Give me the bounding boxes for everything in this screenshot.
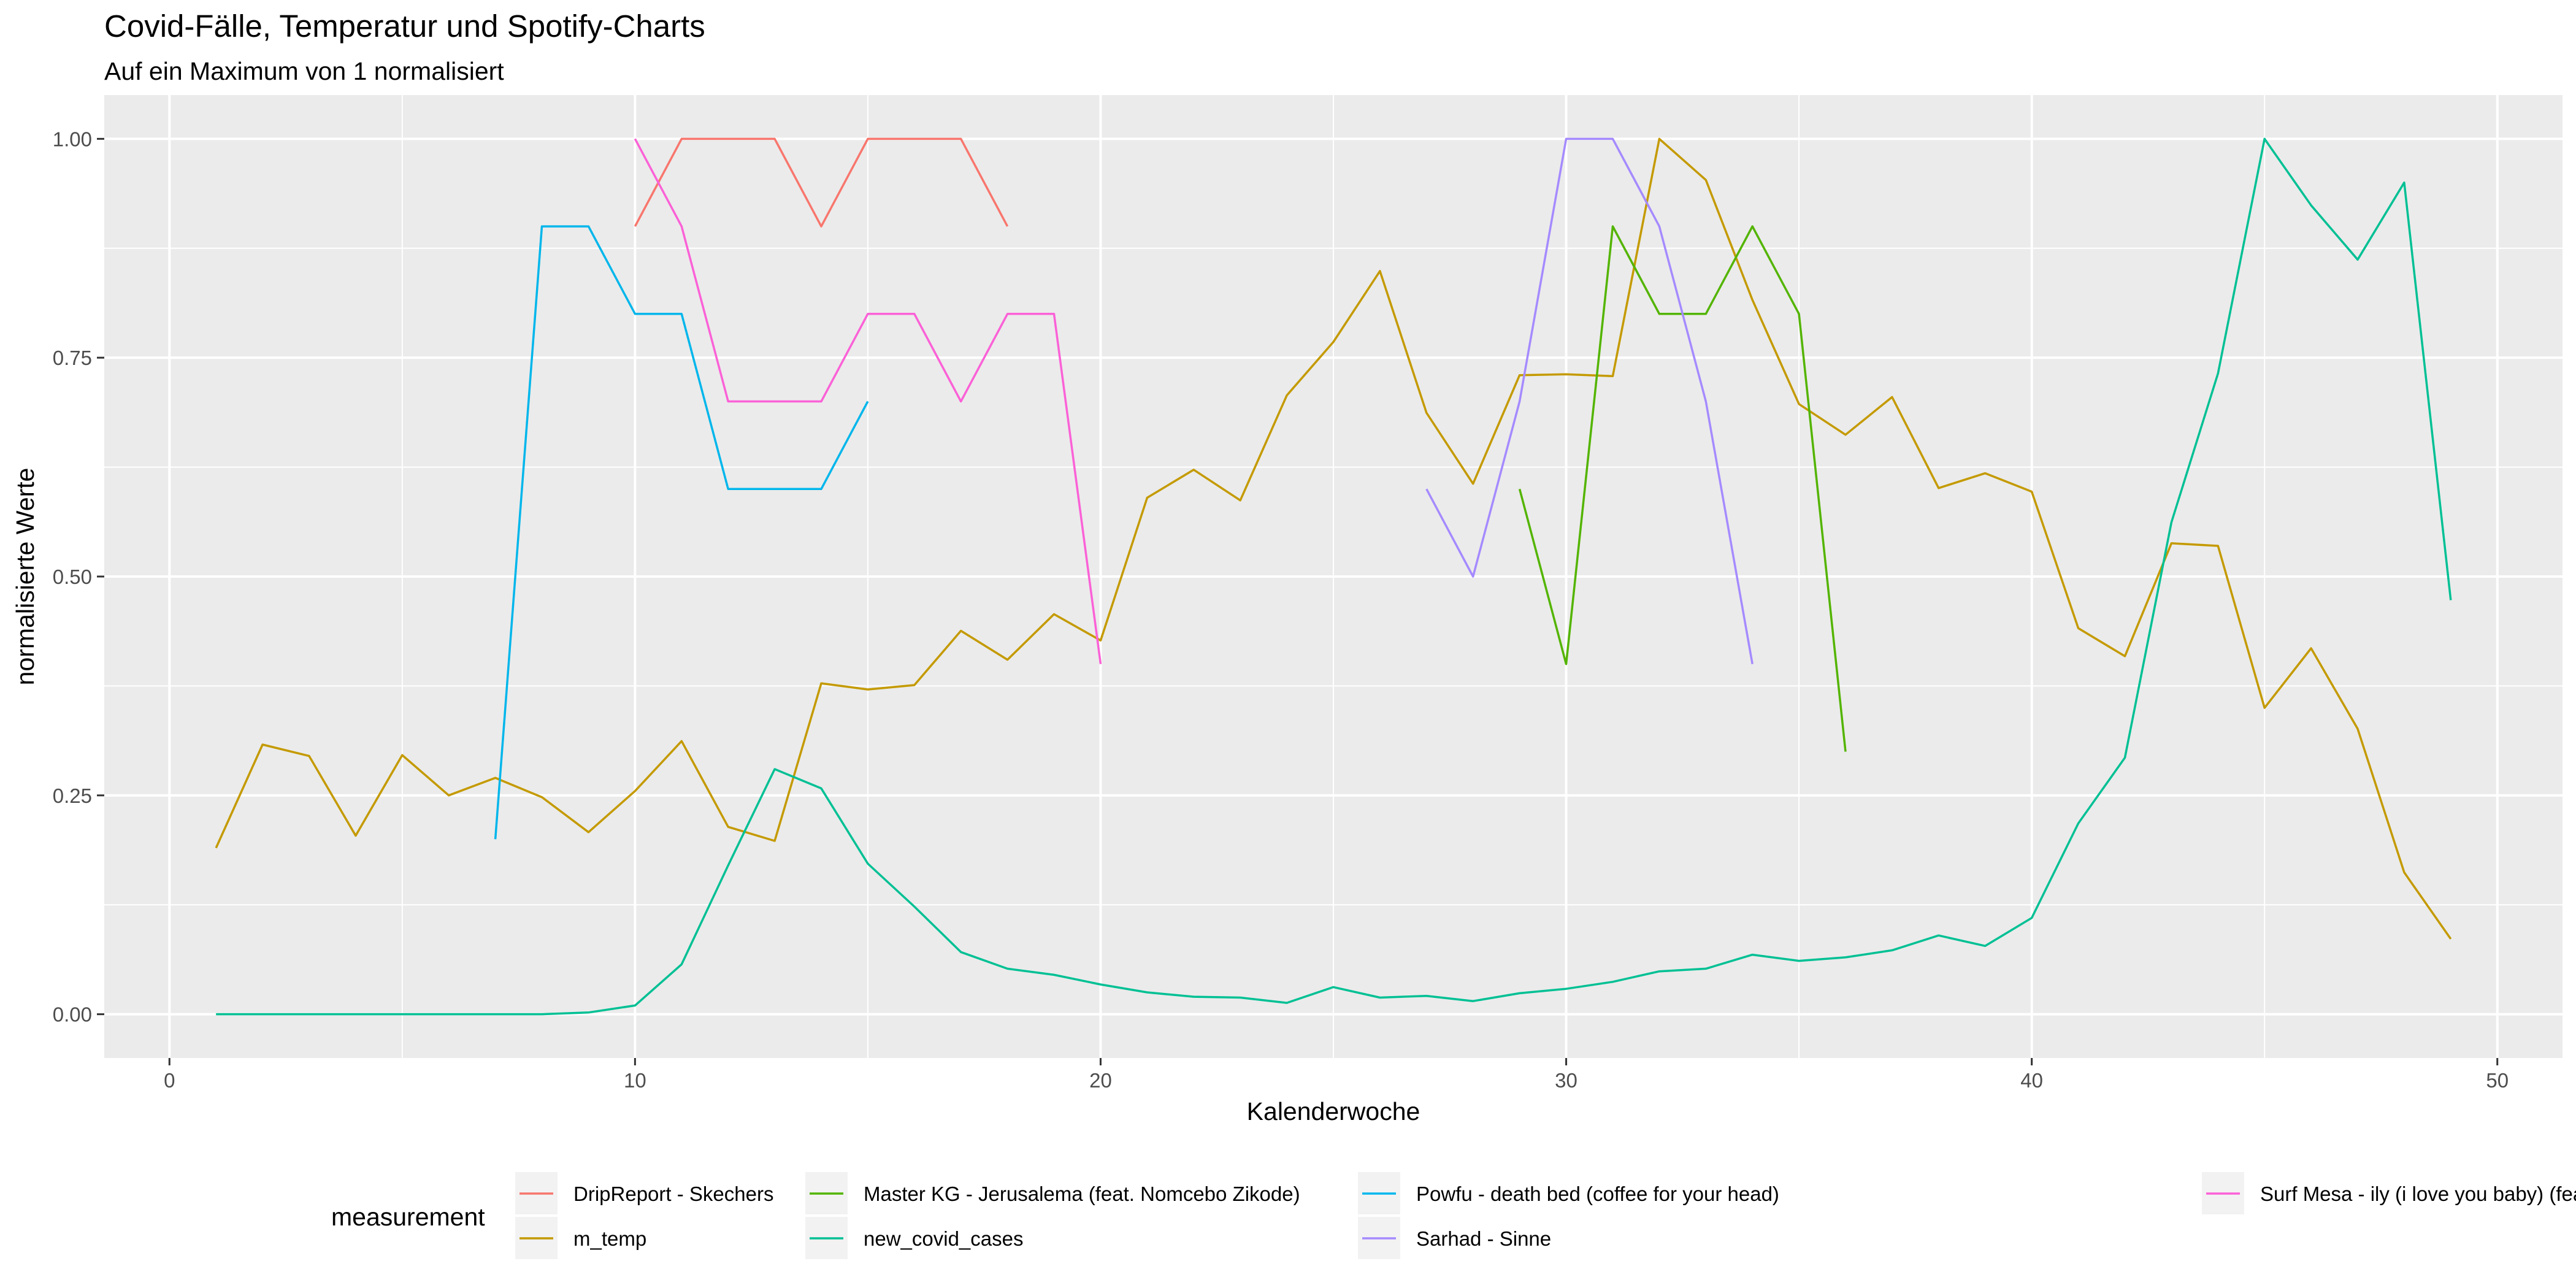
legend-item: m_temp — [515, 1217, 646, 1259]
y-axis-title: normalisierte Werte — [11, 468, 39, 686]
y-tick-label: 1.00 — [53, 128, 92, 150]
x-tick-label: 30 — [1555, 1069, 1577, 1092]
legend-item: Sarhad - Sinne — [1358, 1217, 1551, 1259]
legend-label: Sarhad - Sinne — [1416, 1227, 1551, 1250]
series-layer — [215, 137, 2452, 1016]
y-tick-label: 0.50 — [53, 565, 92, 588]
x-tick-label: 10 — [624, 1069, 646, 1092]
series-line — [215, 137, 2452, 940]
legend-item: new_covid_cases — [805, 1217, 1024, 1259]
legend-label: Powfu - death bed (coffee for your head) — [1416, 1183, 1779, 1205]
series-line — [634, 137, 1009, 228]
legend-label: new_covid_cases — [864, 1227, 1024, 1250]
legend-label: Surf Mesa - ily (i love you baby) (feat.… — [2260, 1183, 2576, 1205]
x-tick-label: 40 — [2020, 1069, 2043, 1092]
series-line — [216, 137, 2452, 1016]
y-tick-label: 0.75 — [53, 347, 92, 369]
series-line — [494, 225, 869, 840]
legend-item: DripReport - Skechers — [515, 1172, 773, 1214]
legend-label: m_temp — [573, 1227, 646, 1250]
legend-label: Master KG - Jerusalema (feat. Nomcebo Zi… — [864, 1183, 1300, 1205]
legend-items: DripReport - Skechers m_temp Master KG - J… — [515, 1172, 2576, 1259]
x-axis: 0 10 20 30 40 50 — [164, 1058, 2509, 1092]
legend-title: measurement — [331, 1203, 485, 1231]
x-tick-label: 0 — [164, 1069, 175, 1092]
legend: measurement DripReport - Skechers m_temp M… — [331, 1172, 2576, 1259]
chart-subtitle: Auf ein Maximum von 1 normalisiert — [104, 57, 504, 85]
legend-label: DripReport - Skechers — [573, 1183, 773, 1205]
y-axis: 0.00 0.25 0.50 0.75 1.00 — [53, 128, 104, 1026]
y-tick-label: 0.25 — [53, 784, 92, 807]
legend-item: Surf Mesa - ily (i love you baby) (feat.… — [2202, 1172, 2576, 1214]
legend-item: Master KG - Jerusalema (feat. Nomcebo Zi… — [805, 1172, 1300, 1214]
series-line — [1425, 137, 1754, 665]
x-axis-title: Kalenderwoche — [1247, 1097, 1420, 1125]
x-tick-label: 50 — [2486, 1069, 2509, 1092]
x-tick-label: 20 — [1089, 1069, 1112, 1092]
chart-title: Covid-Fälle, Temperatur und Spotify-Char… — [104, 9, 705, 44]
series-line — [634, 138, 1102, 664]
y-tick-label: 0.00 — [53, 1003, 92, 1026]
legend-item: Powfu - death bed (coffee for your head) — [1358, 1172, 1779, 1214]
